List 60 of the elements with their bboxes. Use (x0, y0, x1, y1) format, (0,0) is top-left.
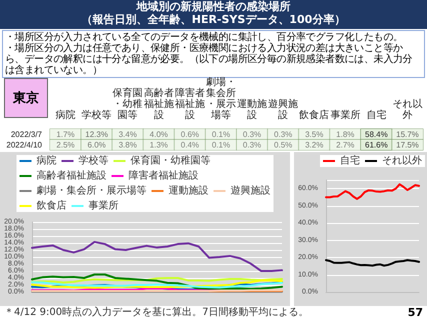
legend-label: 障害者福祉施設 (128, 170, 198, 182)
data-label: 3.2% (305, 140, 324, 150)
x-tick-label: 自宅 (366, 109, 386, 121)
data-label: 15.7% (396, 130, 419, 139)
x-tick-label: それ以外 (392, 98, 422, 121)
x-tick-label: 事業所 (330, 109, 360, 121)
x-tick-label: 飲食店 (299, 109, 330, 121)
line-series (31, 240, 283, 272)
chart-subtitle: （報告日別、全年齢、HER-SYSデータ、100分率） (80, 13, 346, 26)
legend-label: 事業所 (88, 200, 118, 212)
chart-title: 地域別の新規陽性者の感染場所 (135, 0, 292, 13)
data-label: 17.5% (396, 140, 419, 150)
data-label: 0.1% (212, 140, 230, 150)
legend-label: 運動施設 (168, 184, 208, 196)
data-label: 1.3% (150, 140, 168, 150)
data-label: 61.6% (365, 140, 388, 150)
x-tick-label: 劇場・集会所・展示場等 (206, 76, 236, 121)
data-label: 58.4% (365, 130, 388, 139)
text: ・場所区分の入力は任意であり、保健所・医療機関における入力状況の差は大きいこと等から、データの解釈には十分な留意が必要。（以下の場所区分毎の新規感染者数には、未入力分は含まれていない。） (5, 43, 414, 76)
legend-label: 遊興施設 (230, 184, 270, 196)
text: ＊4/12 9:00時点の入力データを基に算出。7日間移動平均による。 (4, 307, 308, 319)
x-tick-label: 運動施設 (237, 98, 268, 121)
line-series (31, 274, 283, 290)
text: 57 (408, 306, 423, 319)
data-label: 1.7% (56, 130, 75, 139)
data-label: 4.0% (150, 130, 168, 139)
x-tick-label: 遊興施設 (268, 98, 298, 121)
data-label: 0.3% (242, 140, 262, 150)
legend-label: 病院 (36, 154, 56, 166)
data-label: 3.5% (305, 130, 324, 139)
data-label: 0.3% (242, 130, 262, 139)
y-tick-label: 2022/4/10 (6, 140, 43, 150)
y-tick-label: 2022/3/7 (10, 130, 43, 139)
legend-label: 飲食店 (36, 200, 66, 212)
legend-label: 学校等 (78, 154, 108, 166)
x-tick-label: 学校等 (82, 109, 112, 121)
legend-label: 保育園・幼稚園等 (130, 154, 210, 166)
data-label: 12.3% (85, 130, 108, 139)
data-label: 6.0% (88, 140, 106, 150)
data-label: 3.4% (118, 130, 137, 139)
data-label: 2.7% (336, 140, 354, 150)
data-label: 0.4% (180, 140, 199, 150)
line-series (325, 183, 420, 200)
text: 東京 (4, 78, 48, 118)
data-label: 0.5% (274, 140, 292, 150)
x-tick-label: 障害者福祉施設 (174, 87, 205, 121)
data-label: 0.1% (212, 130, 230, 139)
data-label: 2.5% (56, 140, 75, 150)
data-label: 1.8% (336, 130, 354, 139)
legend-label: 自宅 (340, 154, 360, 166)
text: ・場所区分が入力されている全てのデータを機械的に集計し、百分率でグラフ化したもの。 (5, 32, 404, 43)
data-label: 0.6% (180, 130, 199, 139)
legend-label: それ以外 (382, 154, 422, 166)
data-label: 0.3% (274, 130, 292, 139)
x-tick-label: 保育園・幼稚園等 (112, 87, 143, 121)
x-tick-label: 高齢者福祉施設 (144, 87, 174, 121)
legend-label: 高齢者福祉施設 (36, 170, 106, 182)
legend-label: 劇場・集会所・展示場等 (36, 184, 146, 196)
data-label: 3.8% (118, 140, 137, 150)
x-tick-label: 病院 (56, 109, 76, 121)
